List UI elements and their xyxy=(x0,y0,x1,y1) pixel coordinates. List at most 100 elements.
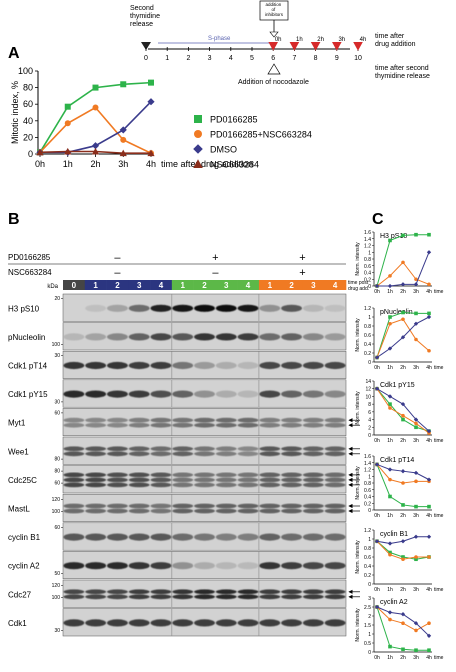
x-tick-label: 3h xyxy=(413,289,419,295)
lane-header xyxy=(128,280,151,290)
x-unit-label: time xyxy=(434,289,444,295)
blot-band xyxy=(215,304,237,312)
inhibitors-arrow-icon xyxy=(269,31,279,38)
data-point xyxy=(387,394,393,399)
blot-band xyxy=(259,594,281,600)
blot-band xyxy=(128,562,150,570)
blot-row-label: Cdc25C xyxy=(8,476,37,485)
y-tick-label: 0.8 xyxy=(364,324,371,330)
x-tick-label: 2h xyxy=(90,159,100,169)
x-tick-label: 3h xyxy=(413,655,419,661)
blot-band xyxy=(302,533,324,541)
data-point xyxy=(427,348,431,353)
mw-marker: 30 xyxy=(54,399,60,405)
blot-band xyxy=(237,451,259,457)
drug-time-marker-icon xyxy=(353,42,363,51)
blot-band xyxy=(215,361,237,370)
drug-time-marker-icon xyxy=(268,42,279,51)
blot-row-label: MastL xyxy=(8,505,30,514)
y-tick-label: 1 xyxy=(368,632,371,638)
blot-band xyxy=(259,304,281,312)
blot-band xyxy=(215,533,237,541)
y-tick-label: 0.4 xyxy=(364,495,371,501)
data-point xyxy=(400,335,406,340)
blot-band xyxy=(237,482,259,488)
blot-band xyxy=(259,422,281,428)
data-point xyxy=(374,386,380,391)
quant-chart: 00.20.40.60.811.21.41.6 0h 1h 2h 3h 4h time Cdk… xyxy=(355,454,444,519)
blot-band xyxy=(106,417,128,423)
blot-band xyxy=(172,503,194,509)
blot-band xyxy=(237,503,259,509)
x-tick-label: 0h xyxy=(374,365,380,371)
y-tick-label: 0 xyxy=(368,360,371,366)
blot-band xyxy=(302,482,324,488)
blot-band xyxy=(324,562,346,570)
blot-band xyxy=(150,304,172,312)
series-line xyxy=(39,81,152,153)
y-tick-label: 0.2 xyxy=(364,351,371,357)
y-tick-label: 0.4 xyxy=(364,564,371,570)
blot-band xyxy=(259,333,281,341)
data-point xyxy=(400,539,406,544)
blot-band xyxy=(85,390,107,398)
blot-band xyxy=(106,482,128,488)
blot-band xyxy=(281,422,303,428)
lane-number: 1 xyxy=(181,281,186,290)
blot-band xyxy=(324,417,346,423)
blot-band xyxy=(237,508,259,514)
x-tick-label: 1h xyxy=(387,587,393,593)
data-point xyxy=(413,321,419,326)
y-tick-label: 0 xyxy=(368,650,371,656)
blot-band xyxy=(281,361,303,370)
mw-marker: 100 xyxy=(52,509,61,515)
blot-band xyxy=(85,446,107,452)
blot-band xyxy=(194,422,215,428)
blot-row: cyclin B1 60 xyxy=(8,522,347,551)
blot-row: Myt1 60 xyxy=(8,408,360,437)
blot-row: Cdk1 pT14 30 xyxy=(8,350,347,379)
data-point xyxy=(427,504,431,509)
blot-row-label: cyclin A2 xyxy=(8,562,40,571)
x-tick-label: 1h xyxy=(63,159,73,169)
blot-band xyxy=(106,361,128,370)
y-tick-label: 0.8 xyxy=(364,257,371,263)
blot-band xyxy=(237,446,259,452)
blot-row-label: Cdk1 xyxy=(8,619,27,628)
blot-band xyxy=(150,333,172,341)
drug-time-marker-icon xyxy=(331,42,342,51)
blot-band xyxy=(324,472,346,478)
lane-header xyxy=(258,280,281,290)
y-tick-label: 1.2 xyxy=(364,528,371,534)
blot-band xyxy=(281,589,303,595)
data-point xyxy=(401,621,405,625)
y-tick-label: 2 xyxy=(368,614,371,620)
data-point xyxy=(388,550,392,555)
blot-band xyxy=(128,533,150,541)
blot-band xyxy=(172,589,194,595)
data-point xyxy=(388,644,392,649)
blot-band xyxy=(281,446,303,452)
series-line xyxy=(376,388,430,432)
y-tick-label: 0.8 xyxy=(364,481,371,487)
data-point xyxy=(414,311,418,316)
blot-band xyxy=(215,333,237,341)
data-point xyxy=(427,311,431,316)
panel-label-a: A xyxy=(8,45,20,62)
drug-time-label: 4h xyxy=(360,37,367,43)
blot-band xyxy=(63,562,85,570)
data-point xyxy=(64,147,72,155)
drug-time-label: 1h xyxy=(296,37,303,43)
data-point xyxy=(387,346,393,351)
quant-chart: 0 0.5 1 1.5 2 2.5 3 0h 1h 2h 3h 4h time cyclin A2 Norm… xyxy=(355,596,444,661)
x-tick-label: 0h xyxy=(35,159,45,169)
blot-band xyxy=(63,451,85,457)
blot-band xyxy=(150,417,172,423)
legend-marker-icon xyxy=(194,115,202,123)
data-point xyxy=(413,534,419,539)
blot-band xyxy=(194,508,215,514)
blot-band xyxy=(63,477,85,483)
blot-row: pNucleolin 100 xyxy=(8,322,347,351)
lane-number: 3 xyxy=(311,281,316,290)
data-point xyxy=(401,317,405,322)
